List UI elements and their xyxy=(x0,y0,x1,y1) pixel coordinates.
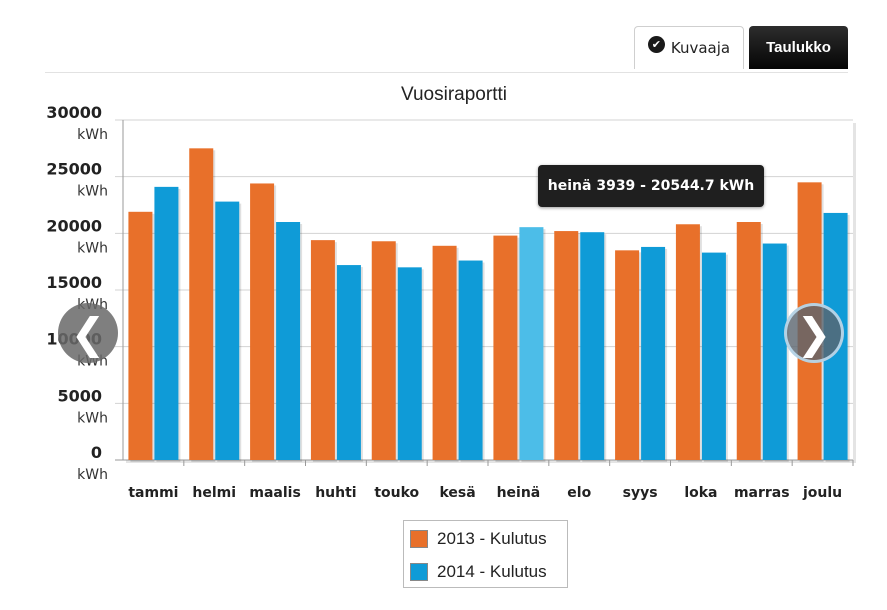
y-tick-unit: kWh xyxy=(77,240,108,256)
chart-title: Vuosiraportti xyxy=(401,84,507,105)
x-tick-label: joulu xyxy=(802,485,842,501)
previous-button[interactable]: ❮ xyxy=(58,303,118,363)
y-tick-label: 30000 xyxy=(46,103,102,122)
tab-kuvaaja[interactable]: ✔ Kuvaaja xyxy=(634,26,744,69)
bar xyxy=(458,260,483,460)
bar xyxy=(310,240,335,460)
bar xyxy=(397,267,422,460)
bar xyxy=(493,235,518,460)
x-tick-label: kesä xyxy=(439,485,475,501)
bar xyxy=(336,265,361,460)
y-tick-unit: kWh xyxy=(77,467,108,483)
chevron-right-icon: ❯ xyxy=(796,308,832,358)
y-tick-label: 5000 xyxy=(57,386,102,405)
bar xyxy=(580,232,605,460)
y-tick-unit: kWh xyxy=(77,127,108,143)
bar xyxy=(675,224,700,460)
next-button[interactable]: ❯ xyxy=(784,303,844,363)
tab-kuvaaja-label: Kuvaaja xyxy=(670,39,731,57)
bar xyxy=(641,246,666,460)
tab-taulukko[interactable]: Taulukko xyxy=(749,26,848,69)
bar xyxy=(615,250,640,460)
legend-swatch-2014 xyxy=(410,563,428,581)
bar xyxy=(154,186,179,460)
chart-legend: 2013 - Kulutus 2014 - Kulutus xyxy=(403,520,568,588)
bar xyxy=(701,252,726,460)
bar xyxy=(189,148,214,461)
x-tick-label: elo xyxy=(567,485,591,501)
bar xyxy=(432,245,457,460)
x-tick-label: tammi xyxy=(128,485,178,501)
x-tick-label: loka xyxy=(684,485,717,501)
bar xyxy=(250,183,275,460)
y-tick-label: 0 xyxy=(91,443,102,462)
bar xyxy=(276,222,301,460)
y-tick-label: 25000 xyxy=(46,160,102,179)
legend-item-2014[interactable]: 2014 - Kulutus xyxy=(410,562,547,582)
bar xyxy=(736,222,761,460)
bar xyxy=(519,227,544,460)
y-tick-unit: kWh xyxy=(77,184,108,200)
x-tick-label: touko xyxy=(374,485,419,501)
x-tick-label: marras xyxy=(734,485,790,501)
bar xyxy=(371,241,396,460)
x-tick-label: syys xyxy=(623,485,658,501)
legend-item-2013[interactable]: 2013 - Kulutus xyxy=(410,529,547,549)
bar xyxy=(128,211,153,460)
legend-label-2014: 2014 - Kulutus xyxy=(437,562,547,581)
y-tick-unit: kWh xyxy=(77,410,108,426)
bar xyxy=(215,201,240,460)
chart-tooltip: heinä 3939 - 20544.7 kWh xyxy=(538,165,764,207)
chevron-left-icon: ❮ xyxy=(70,308,106,358)
y-tick-label: 15000 xyxy=(46,273,102,292)
x-tick-label: helmi xyxy=(192,485,236,501)
check-circle-icon: ✔ xyxy=(647,35,665,53)
legend-swatch-2013 xyxy=(410,530,428,548)
bar xyxy=(762,243,787,460)
bar xyxy=(554,231,579,460)
y-tick-label: 20000 xyxy=(46,216,102,235)
tab-divider xyxy=(45,72,848,73)
x-tick-label: maalis xyxy=(249,485,300,501)
x-tick-label: heinä xyxy=(497,485,541,501)
x-tick-label: huhti xyxy=(315,485,356,501)
legend-label-2013: 2013 - Kulutus xyxy=(437,529,547,548)
tab-taulukko-label: Taulukko xyxy=(766,39,831,56)
